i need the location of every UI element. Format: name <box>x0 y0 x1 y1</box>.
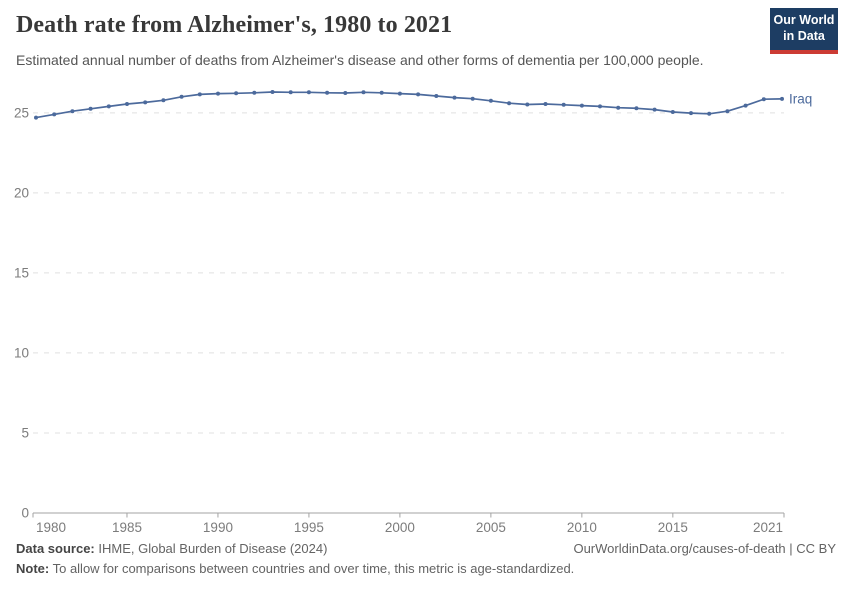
data-source-label: Data source: <box>16 541 95 556</box>
data-point-marker[interactable] <box>70 109 75 114</box>
x-axis-tick-label: 2010 <box>567 520 597 535</box>
owid-logo-line1: Our World <box>773 13 835 28</box>
data-point-marker[interactable] <box>725 109 730 114</box>
data-point-marker[interactable] <box>707 111 712 116</box>
data-point-marker[interactable] <box>525 102 530 107</box>
data-point-marker[interactable] <box>379 90 384 95</box>
data-point-marker[interactable] <box>561 102 566 107</box>
data-point-marker[interactable] <box>234 91 239 96</box>
data-point-marker[interactable] <box>743 103 748 108</box>
data-point-marker[interactable] <box>598 104 602 109</box>
owid-logo-line2: in Data <box>783 29 825 43</box>
data-point-marker[interactable] <box>216 91 220 96</box>
y-axis-tick-label: 10 <box>14 345 29 360</box>
x-axis-tick-label: 1995 <box>294 520 324 535</box>
y-axis-tick-label: 20 <box>14 185 29 200</box>
note-label: Note: <box>16 561 50 576</box>
page-title: Death rate from Alzheimer's, 1980 to 202… <box>16 12 453 38</box>
series-line-iraq[interactable] <box>35 91 783 119</box>
data-point-marker[interactable] <box>161 98 166 103</box>
data-point-marker[interactable] <box>306 90 311 95</box>
data-point-marker[interactable] <box>125 102 129 106</box>
y-axis-tick-label: 0 <box>21 506 29 521</box>
data-point-marker[interactable] <box>488 98 493 103</box>
data-point-marker[interactable] <box>252 90 257 95</box>
data-point-marker[interactable] <box>270 90 275 94</box>
y-axis-tick-label: 15 <box>14 265 29 280</box>
data-point-marker[interactable] <box>780 96 784 101</box>
y-axis-tick-label: 25 <box>14 105 29 120</box>
data-point-marker[interactable] <box>470 96 475 101</box>
data-point-marker[interactable] <box>106 104 111 109</box>
chart-canvas: 0 5 10 15 20 25 1980 1985 1990 1995 2000 2005 2010 20… <box>14 90 812 535</box>
data-point-marker[interactable] <box>361 90 366 95</box>
chart-subtitle: Estimated annual number of deaths from A… <box>16 52 704 68</box>
data-point-marker[interactable] <box>652 107 657 112</box>
data-point-marker[interactable] <box>179 94 184 99</box>
data-point-marker[interactable] <box>434 94 439 98</box>
data-point-marker[interactable] <box>579 103 584 108</box>
data-point-marker[interactable] <box>452 95 457 100</box>
x-axis-tick-label: 1985 <box>112 520 142 535</box>
x-axis-tick-label: 1990 <box>203 520 233 535</box>
data-point-marker[interactable] <box>416 92 421 97</box>
data-point-marker[interactable] <box>616 105 621 110</box>
chart-note: Note: To allow for comparisons between c… <box>16 561 836 576</box>
owid-logo[interactable]: Our World in Data <box>770 8 838 54</box>
series-label-iraq[interactable]: Iraq <box>789 91 812 106</box>
data-point-marker[interactable] <box>507 101 512 106</box>
data-point-marker[interactable] <box>397 91 402 96</box>
x-axis-tick-label: 2000 <box>385 520 415 535</box>
owid-link[interactable]: OurWorldinData.org/causes-of-death | CC … <box>573 541 836 556</box>
data-point-marker[interactable] <box>34 115 38 120</box>
data-point-marker[interactable] <box>343 91 348 95</box>
data-point-marker[interactable] <box>325 90 330 95</box>
x-axis-tick-label: 2021 <box>753 520 783 535</box>
data-point-marker[interactable] <box>670 110 675 114</box>
data-point-marker[interactable] <box>689 111 693 116</box>
data-point-marker[interactable] <box>197 92 202 97</box>
x-axis-tick-label: 2005 <box>476 520 506 535</box>
x-axis-tick-label: 2015 <box>658 520 688 535</box>
data-point-marker[interactable] <box>52 112 57 117</box>
x-axis-tick-label: 1980 <box>36 520 66 535</box>
data-source-value: IHME, Global Burden of Disease (2024) <box>94 541 328 556</box>
note-value: To allow for comparisons between countri… <box>49 561 575 576</box>
data-point-marker[interactable] <box>88 106 93 111</box>
chart-footer: Data source: IHME, Global Burden of Dise… <box>16 541 836 576</box>
data-point-marker[interactable] <box>634 106 639 111</box>
data-point-marker[interactable] <box>543 102 548 106</box>
data-point-marker[interactable] <box>761 97 766 102</box>
data-point-marker[interactable] <box>288 90 293 95</box>
data-source: Data source: IHME, Global Burden of Dise… <box>16 541 327 556</box>
data-point-marker[interactable] <box>143 100 148 105</box>
y-axis-tick-label: 5 <box>21 425 29 440</box>
